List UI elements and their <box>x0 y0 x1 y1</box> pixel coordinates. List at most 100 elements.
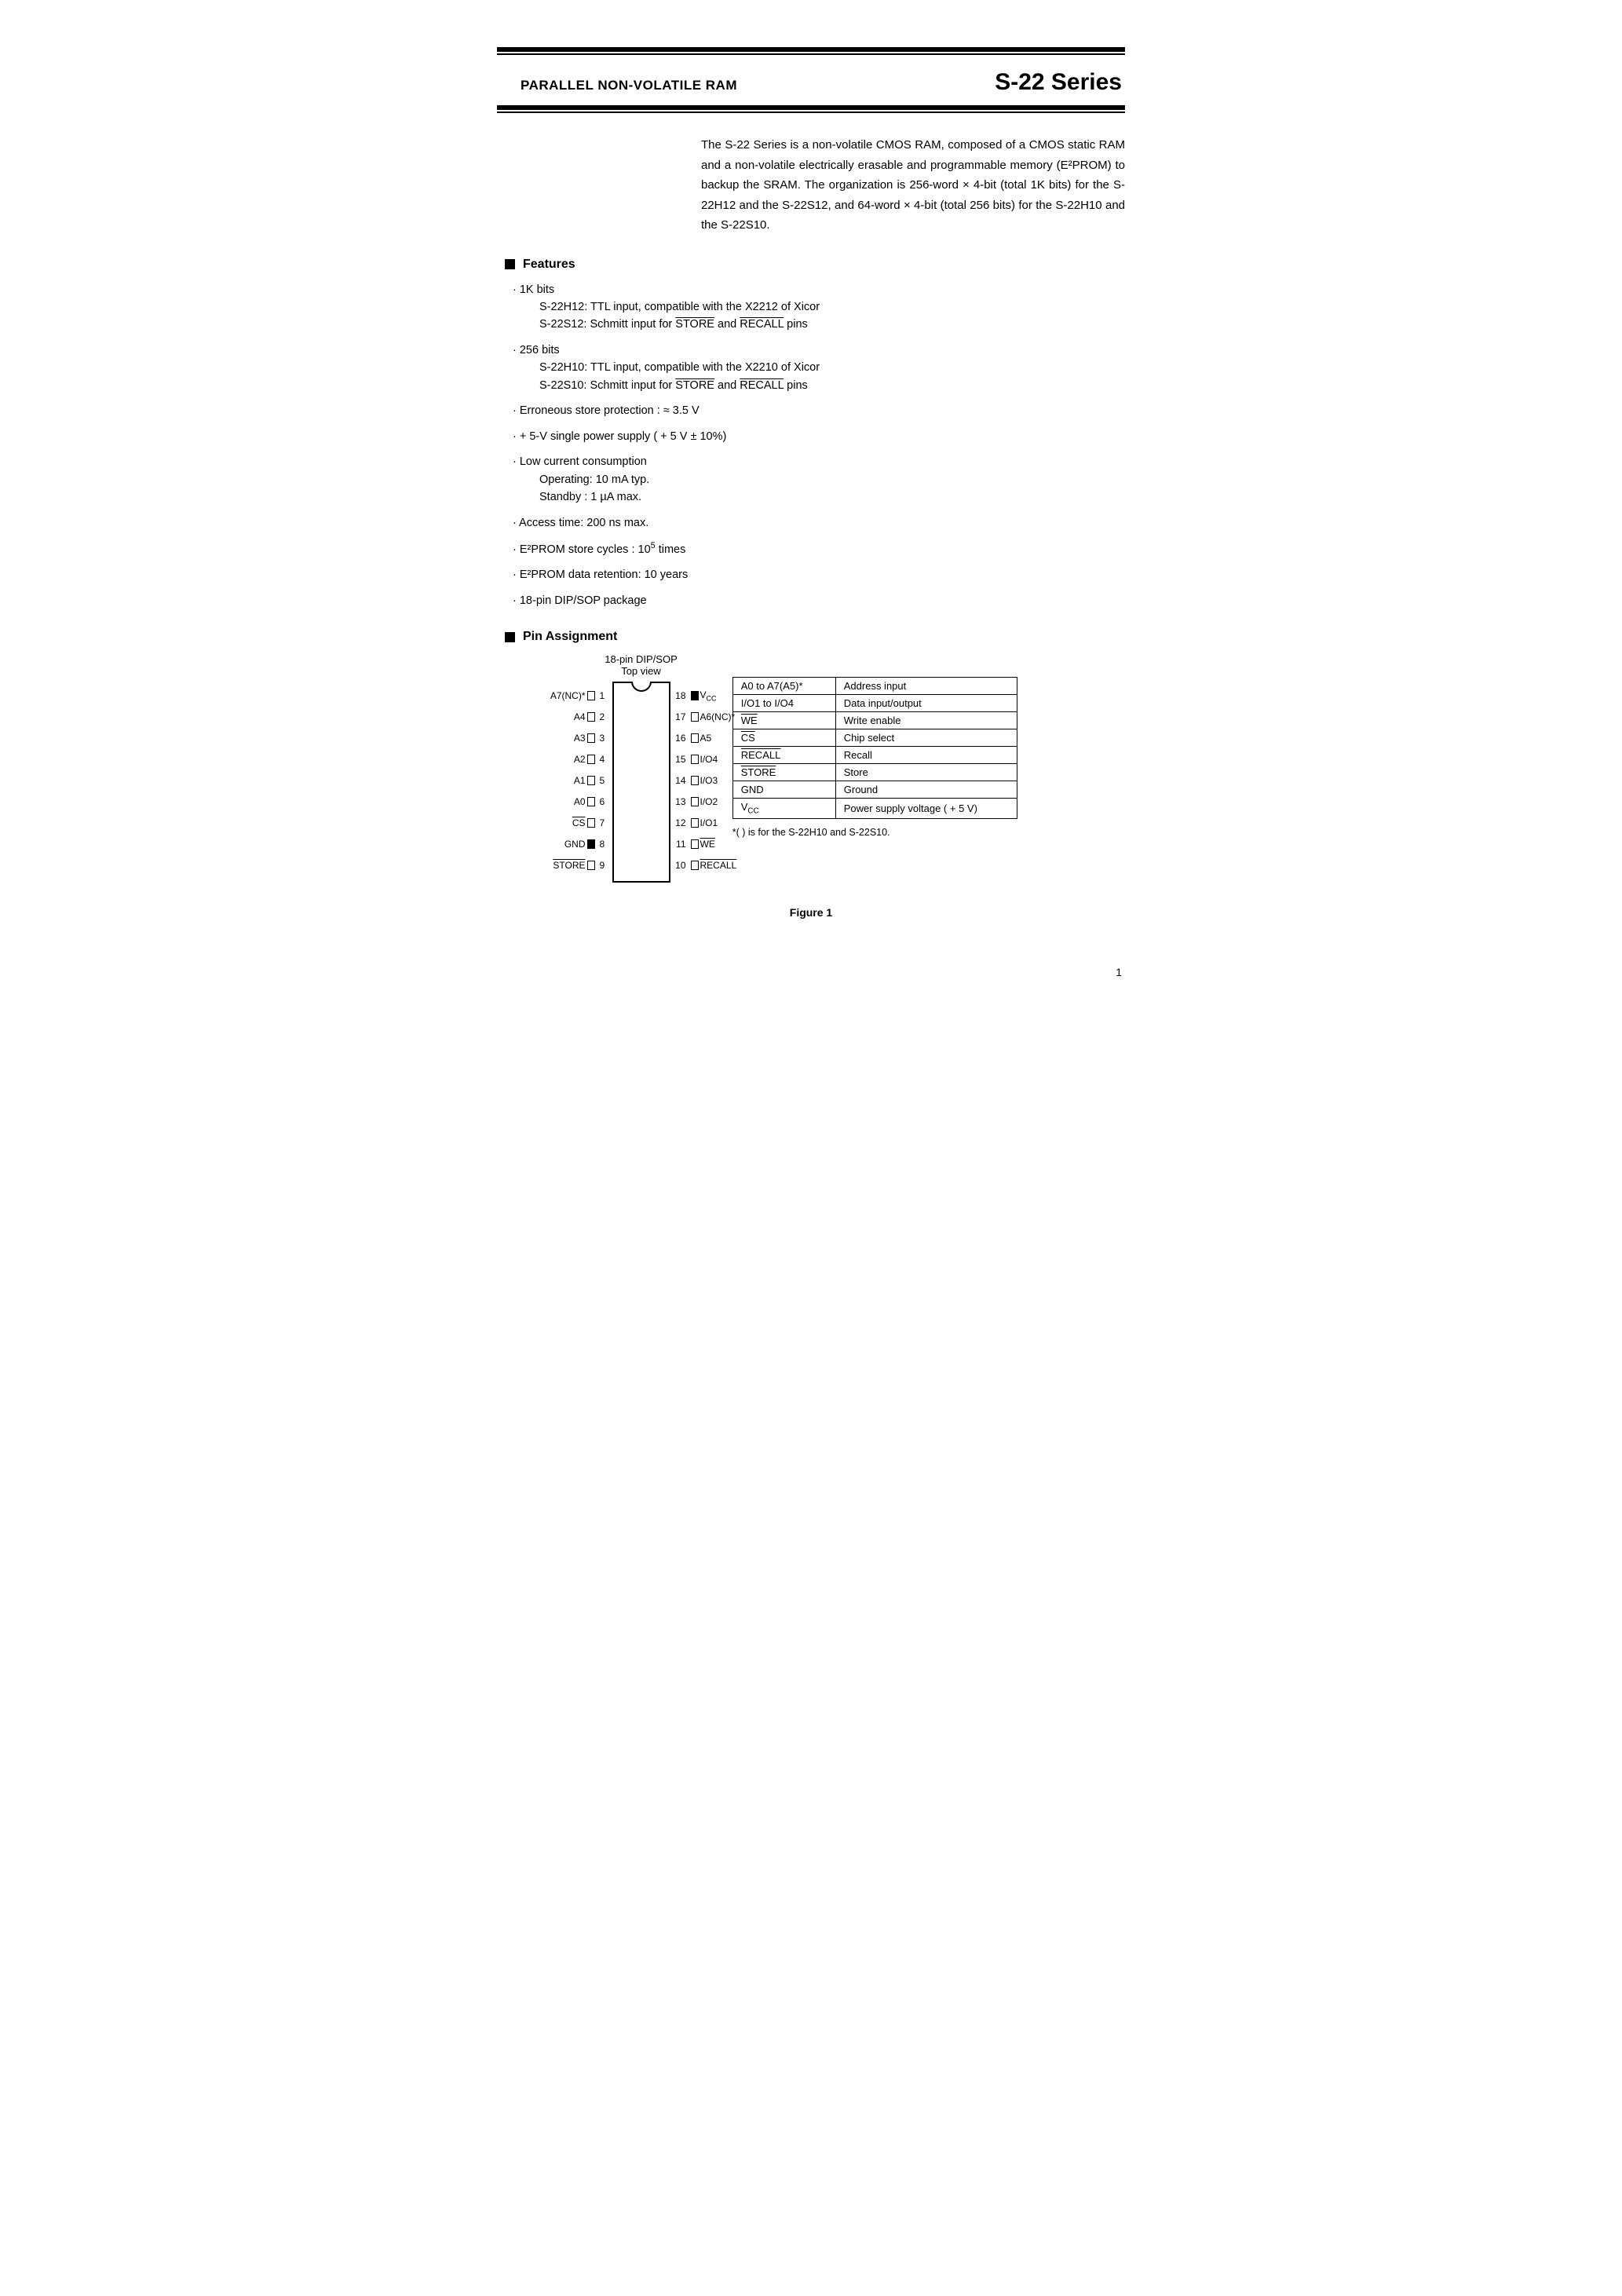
pin-left: A0 6 <box>539 796 614 807</box>
pin-pad-icon <box>691 797 699 806</box>
feature-subtext: Operating: 10 mA typ. <box>539 471 1125 488</box>
pin-label: I/O1 <box>699 817 747 828</box>
feature-subtext: S-22H10: TTL input, compatible with the … <box>539 359 1125 376</box>
pin-diagram: 18-pin DIP/SOP Top view A7(NC)*1A42A33A2… <box>605 653 678 883</box>
pin-assignment-area: 18-pin DIP/SOP Top view A7(NC)*1A42A33A2… <box>497 653 1125 883</box>
top-rule <box>497 47 1125 55</box>
pin-left: A7(NC)* 1 <box>539 690 614 701</box>
pin-left: A1 5 <box>539 775 614 786</box>
feature-item: · E²PROM store cycles : 105 times <box>513 539 1125 558</box>
feature-subtext: S-22S10: Schmitt input for STORE and REC… <box>539 377 1125 394</box>
pin-number: 5 <box>600 775 611 786</box>
pin-right: 18 VCC <box>669 690 747 701</box>
pin-label: A1 <box>539 775 587 786</box>
pin-label: WE <box>699 839 747 850</box>
feature-subtext: S-22S12: Schmitt input for STORE and REC… <box>539 316 1125 333</box>
feature-item: · Low current consumption Operating: 10 … <box>513 453 1125 506</box>
pin-name-cell: I/O1 to I/O4 <box>732 695 835 712</box>
header: PARALLEL NON-VOLATILE RAM S-22 Series <box>497 69 1125 102</box>
chip-notch-icon <box>631 682 652 692</box>
pin-pad-icon <box>587 861 595 870</box>
pin-desc-cell: Power supply voltage ( + 5 V) <box>835 799 1017 819</box>
table-row: VCCPower supply voltage ( + 5 V) <box>732 799 1017 819</box>
pin-number: 16 <box>672 733 686 744</box>
pin-label: VCC <box>699 689 747 702</box>
pin-right: 15I/O4 <box>669 754 747 765</box>
pin-label: RECALL <box>699 860 747 871</box>
table-row: RECALLRecall <box>732 747 1017 764</box>
pin-pad-icon <box>587 776 595 785</box>
feature-text: · 256 bits <box>513 342 1125 359</box>
pin-pad-icon <box>691 776 699 785</box>
pin-desc-cell: Address input <box>835 678 1017 695</box>
feature-text: · 1K bits <box>513 281 1125 298</box>
pin-right: 10RECALL <box>669 860 747 871</box>
header-title: S-22 Series <box>995 69 1122 96</box>
pin-name-cell: CS <box>732 729 835 747</box>
pin-number: 8 <box>600 839 611 850</box>
pin-number: 6 <box>600 796 611 807</box>
pin-pad-icon <box>587 755 595 764</box>
pin-number: 1 <box>600 690 611 701</box>
feature-item: · 256 bits S-22H10: TTL input, compatibl… <box>513 342 1125 394</box>
pin-desc-cell: Ground <box>835 781 1017 799</box>
pin-label: I/O2 <box>699 796 747 807</box>
pin-number: 14 <box>672 775 686 786</box>
table-row: A0 to A7(A5)*Address input <box>732 678 1017 695</box>
pin-description-table: A0 to A7(A5)*Address inputI/O1 to I/O4Da… <box>732 677 1017 819</box>
pin-assignment-heading: Pin Assignment <box>505 630 1125 644</box>
pin-label: I/O4 <box>699 754 747 765</box>
pin-right: 13 I/O2 <box>669 796 747 807</box>
pin-desc-cell: Recall <box>835 747 1017 764</box>
bullet-square-icon <box>505 632 515 642</box>
figure-label: Figure 1 <box>497 906 1125 919</box>
pin-pad-icon <box>587 839 595 849</box>
chip-outline: A7(NC)*1A42A33A24A15A06CS7GND8STORE918VC… <box>605 682 678 883</box>
pin-label: CS <box>539 817 587 828</box>
pin-name-cell: A0 to A7(A5)* <box>732 678 835 695</box>
feature-item: · Access time: 200 ns max. <box>513 514 1125 532</box>
header-rule <box>497 105 1125 113</box>
pin-pad-icon <box>691 818 699 828</box>
bullet-square-icon <box>505 259 515 269</box>
pin-number: 3 <box>600 733 611 744</box>
feature-item: · E²PROM data retention: 10 years <box>513 566 1125 583</box>
pin-number: 13 <box>672 796 686 807</box>
pin-number: 11 <box>672 839 686 850</box>
pin-label: GND <box>539 839 587 850</box>
pin-left: GND 8 <box>539 839 614 850</box>
pin-diagram-title: 18-pin DIP/SOP <box>605 653 678 665</box>
datasheet-page: PARALLEL NON-VOLATILE RAM S-22 Series Th… <box>458 0 1164 1010</box>
pin-pad-icon <box>691 861 699 870</box>
pin-label: A0 <box>539 796 587 807</box>
pin-footnote: *( ) is for the S-22H10 and S-22S10. <box>732 827 1017 838</box>
page-number: 1 <box>497 966 1125 978</box>
pin-label: A6(NC)* <box>699 711 747 722</box>
pin-number: 18 <box>672 690 686 701</box>
pin-left: A42 <box>539 711 614 722</box>
pin-pad-icon <box>587 691 595 700</box>
feature-item: · + 5-V single power supply ( + 5 V ± 10… <box>513 428 1125 445</box>
pin-name-cell: WE <box>732 712 835 729</box>
pin-name-cell: GND <box>732 781 835 799</box>
pin-pad-icon <box>587 818 595 828</box>
pin-assignment-title: Pin Assignment <box>523 630 617 644</box>
intro-paragraph: The S-22 Series is a non-volatile CMOS R… <box>701 135 1125 236</box>
pin-right: 17 A6(NC)* <box>669 711 747 722</box>
pin-diagram-subtitle: Top view <box>605 665 678 677</box>
pin-number: 9 <box>600 860 611 871</box>
pin-pad-icon <box>691 733 699 743</box>
pin-label: I/O3 <box>699 775 747 786</box>
pin-number: 17 <box>672 711 686 722</box>
feature-item: · 18-pin DIP/SOP package <box>513 592 1125 609</box>
pin-label: A7(NC)* <box>539 690 587 701</box>
pin-left: CS7 <box>539 817 614 828</box>
pin-desc-cell: Data input/output <box>835 695 1017 712</box>
feature-subtext: S-22H12: TTL input, compatible with the … <box>539 298 1125 316</box>
feature-item: · Erroneous store protection : ≈ 3.5 V <box>513 402 1125 419</box>
features-list: · 1K bits S-22H12: TTL input, compatible… <box>513 281 1125 610</box>
pin-label: A5 <box>699 733 747 744</box>
pin-label: A3 <box>539 733 587 744</box>
pin-left: A24 <box>539 754 614 765</box>
pin-name-cell: STORE <box>732 764 835 781</box>
